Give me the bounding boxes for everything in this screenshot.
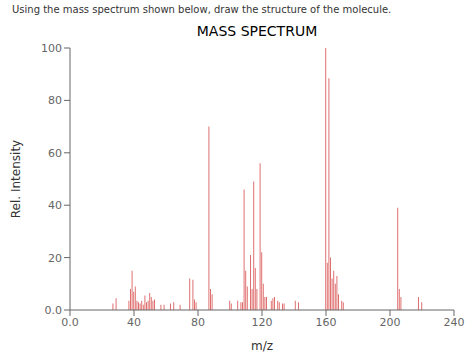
svg-text:20: 20 <box>48 252 62 265</box>
svg-text:40: 40 <box>48 199 62 212</box>
html-text:MASS SPECTRUM: MASS SPECTRUM <box>196 23 318 39</box>
svg-text:80: 80 <box>191 316 205 329</box>
svg-text:240: 240 <box>444 316 465 329</box>
svg-text:80: 80 <box>48 94 62 107</box>
svg-text:60: 60 <box>48 147 62 160</box>
svg-text:m/z: m/z <box>251 339 273 353</box>
svg-text:100: 100 <box>41 42 62 55</box>
svg-text:Rel. Intensity: Rel. Intensity <box>9 140 23 218</box>
svg-text:200: 200 <box>380 316 401 329</box>
svg-text:0.0: 0.0 <box>45 304 63 317</box>
svg-text:0.0: 0.0 <box>61 316 79 329</box>
svg-text:120: 120 <box>252 316 273 329</box>
svg-text:40: 40 <box>127 316 141 329</box>
html-text:Using the mass spectrum shown: Using the mass spectrum shown below, dra… <box>12 4 392 15</box>
svg-text:160: 160 <box>316 316 337 329</box>
